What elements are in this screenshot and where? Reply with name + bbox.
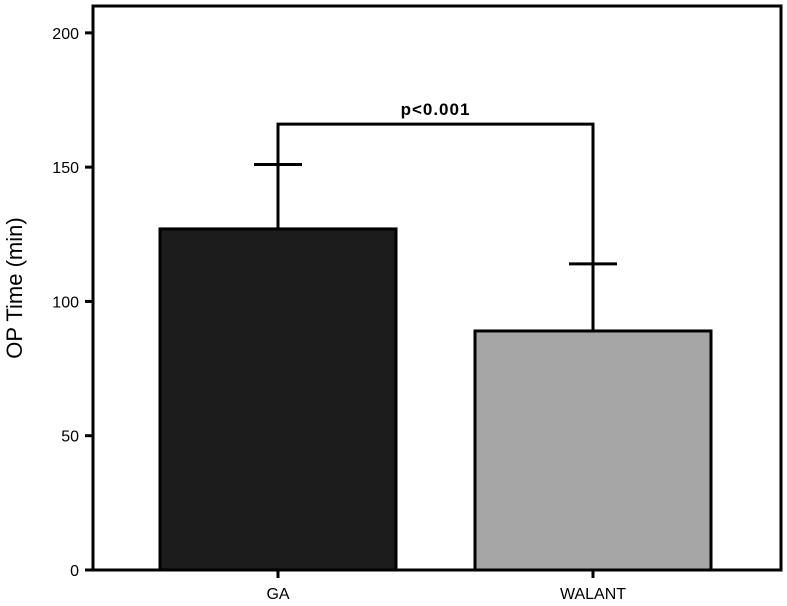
significance-bracket <box>276 122 595 264</box>
x-tick-label: WALANT <box>560 586 626 603</box>
significance-label: p<0.001 <box>401 100 471 119</box>
y-tick-label: 100 <box>52 294 79 311</box>
x-tick-label: GA <box>266 586 289 603</box>
y-tick-label: 150 <box>52 160 79 177</box>
error-bars-layer <box>254 162 617 331</box>
bar-ga <box>158 227 398 572</box>
y-tick-label: 50 <box>61 429 79 446</box>
bracket-line <box>276 122 595 264</box>
x-axis: GA WALANT <box>266 570 626 603</box>
y-tick-label: 0 <box>70 563 79 580</box>
bar-walant <box>473 329 713 572</box>
y-axis: 0 50 100 150 200 <box>52 26 93 580</box>
bars-layer <box>158 227 713 572</box>
plot-frame <box>91 4 783 572</box>
y-tick-label: 200 <box>52 26 79 43</box>
y-axis-title: OP Time (min) <box>2 217 27 358</box>
